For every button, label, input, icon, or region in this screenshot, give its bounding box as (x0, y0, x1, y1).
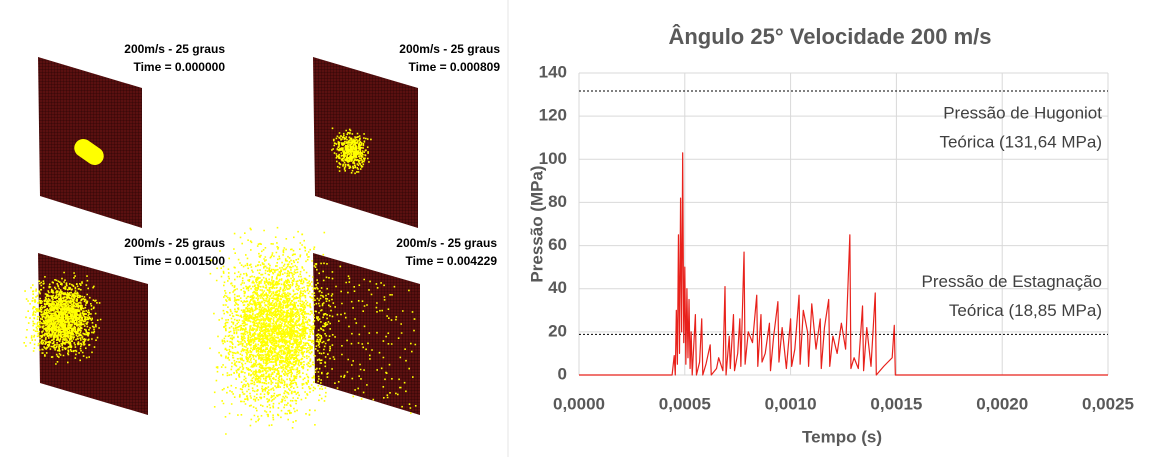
frame-title: 200m/s - 25 graus (396, 236, 497, 250)
reference-label: Pressão de Hugoniot (943, 104, 1102, 123)
frame-title: 200m/s - 25 graus (124, 236, 225, 250)
x-tick-label: 0,0010 (765, 394, 817, 413)
x-tick-label: 0,0020 (976, 394, 1028, 413)
particles (320, 275, 417, 414)
frame-title: 200m/s - 25 graus (124, 42, 225, 56)
frame-title: 200m/s - 25 graus (399, 42, 500, 56)
frame-time: Time = 0.000000 (133, 60, 225, 74)
y-tick-label: 0 (558, 364, 567, 383)
simulation-panel: 200m/s - 25 graus Time = 0.000000 200m/s… (23, 42, 500, 435)
reference-label: Pressão de Estagnação (921, 272, 1102, 291)
x-tick-label: 0,0000 (553, 394, 605, 413)
particles (331, 127, 372, 175)
plate (313, 57, 418, 228)
frame-time: Time = 0.001500 (133, 254, 225, 268)
y-tick-label: 40 (548, 278, 567, 297)
y-axis-label: Pressão (MPa) (527, 165, 546, 282)
reference-label: Teórica (131,64 MPa) (939, 133, 1102, 152)
x-tick-label: 0,0025 (1082, 394, 1134, 413)
plate (313, 253, 420, 415)
chart-title: Ângulo 25° Velocidade 200 m/s (668, 24, 991, 49)
series-line (579, 152, 1108, 376)
reference-label: Teórica (18,85 MPa) (949, 301, 1102, 320)
frame-time: Time = 0.004229 (405, 254, 497, 268)
y-tick-label: 60 (548, 235, 567, 254)
particles (23, 271, 102, 365)
x-axis-label: Tempo (s) (802, 427, 882, 446)
particles (209, 226, 342, 435)
y-tick-label: 140 (539, 62, 567, 81)
projectile (74, 138, 104, 166)
frame-time: Time = 0.000809 (408, 60, 500, 74)
y-tick-label: 80 (548, 192, 567, 211)
y-tick-label: 120 (539, 106, 567, 125)
x-tick-label: 0,0005 (659, 394, 711, 413)
y-tick-label: 20 (548, 321, 567, 340)
x-tick-label: 0,0015 (870, 394, 922, 413)
y-tick-label: 100 (539, 149, 567, 168)
